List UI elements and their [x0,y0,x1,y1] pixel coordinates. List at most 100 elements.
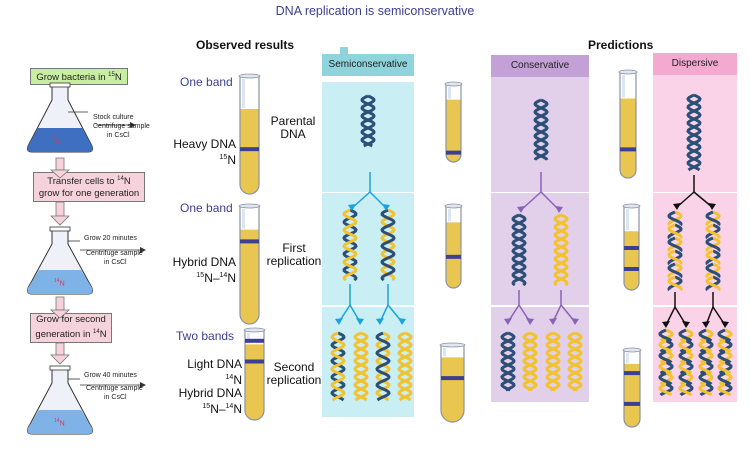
flask-3-label: 14N [54,418,65,427]
helix-disp-parental-strand-b [686,93,702,172]
tube-semi-1-liquid [446,99,461,162]
flask-3-label-sup: 14 [54,418,60,424]
helix-disp-gen1-b-seg-3 [705,249,721,266]
tube-cons-1-rim [618,69,638,75]
helix-semi-gen1-b-strand-b [380,208,396,282]
helix-disp-gen1-a-seg-2-strand-b [667,236,683,253]
semi-header-tab [340,47,348,55]
helix-disp-gen2-a-seg-4 [658,371,674,386]
step-second-text-c: N [99,329,107,341]
helix-disp-gen2-c-seg-1-strand-b [698,339,713,353]
helix-disp-gen2-a-seg-2-strand-a [659,350,674,364]
helix-semi-gen2-c [375,331,391,402]
row-label-second: Second replication [258,361,330,387]
step-transfer-box: Transfer cells to 14N grow for one gener… [33,172,145,202]
hybrid-dna-1-text: Hybrid DNA [172,255,236,269]
arrow-semi-gen1 [348,172,390,211]
down-arrow-3 [49,296,71,319]
tube-semi-1-band-0 [446,150,461,155]
helix-disp-gen2-b-seg-0-strand-a [679,328,694,343]
helix-disp-gen1-a-seg-5-strand-b [667,275,683,292]
helix-disp-gen2-b-seg-5 [678,382,694,397]
helix-disp-gen2-c-seg-0-strand-b [698,328,713,343]
tube-observed-2-highlight [242,209,245,229]
tube-semi-1-highlight [448,87,451,99]
arrow-disp-gen1-right-head [708,203,716,210]
note-2: Grow 20 minutes Centrifuge sample in CsC… [84,234,143,267]
arrow-disp-gen1-left-head [673,203,681,210]
helix-disp-gen2-a-seg-5-strand-b [658,382,673,397]
helix-disp-gen2-a-seg-1-strand-b [658,339,673,353]
tube-observed-2 [238,203,261,325]
helix-disp-gen2-d-seg-4-strand-b [717,371,732,386]
tube-cons-2 [622,203,641,291]
helix-disp-gen2-c-seg-2-strand-b [698,350,713,364]
step-grow-text: Grow bacteria in [36,72,109,84]
row-label-first-a: First [282,241,306,255]
helix-disp-gen2-a-seg-5 [658,382,674,397]
helix-disp-gen1-a-seg-4 [667,262,683,279]
tube-cons-2-band-1 [624,267,639,271]
row-label-second-a: Second [273,360,315,374]
band-label-one-2: One band [180,201,233,215]
helix-disp-parental-strand-a [686,93,702,172]
helix-disp-gen1-a-seg-5 [667,275,683,292]
arrow-cons-gen2-a [504,290,534,325]
helix-disp-gen2-c-seg-3-strand-a [699,361,714,375]
tube-semi-2-highlight [448,209,451,222]
flask-2-icon [27,226,93,295]
tube-semi-1-glass [445,84,462,163]
helix-disp-gen2-b-seg-2-strand-b [678,350,693,364]
tube-semi-3 [439,342,466,423]
flask-1-label-sup: 15 [50,136,56,142]
helix-disp-gen2-d-seg-0-strand-a [718,328,733,343]
arrow-semi-gen1-left-head [348,204,356,211]
helix-disp-gen2-d-seg-4 [717,371,733,386]
helix-disp-gen2-c-seg-4 [698,371,714,386]
step-second-box: Grow for second generation in 14N [30,313,112,343]
tube-observed-1-band-0 [240,147,259,152]
note-1-line-b: Centrifuge sample [93,123,150,130]
tube-observed-3-highlight [247,333,250,344]
helix-semi-parental-strand-b [360,94,376,148]
note-3-line-a: Grow 40 minutes [84,372,137,379]
helix-disp-gen1-a-seg-0-strand-b [667,210,683,227]
helix-semi-gen2-b [353,331,369,402]
tube-observed-3-band-0 [245,338,264,343]
helix-disp-gen2-a-seg-3-strand-b [658,361,673,375]
helix-cons-gen1-b [553,213,569,287]
helix-disp-gen1-a-seg-0 [667,210,683,227]
down-arrow-2 [50,201,70,226]
helix-cons-gen2-a [500,331,516,392]
helix-cons-gen1-a-strand-b [511,213,527,287]
helix-disp-gen2-b-seg-3-strand-b [678,361,693,375]
helix-disp-gen2-b-seg-0 [678,328,694,343]
helix-disp-gen2-c-seg-5 [698,382,714,397]
helix-disp-gen1-b-seg-2 [705,236,721,253]
helix-disp-gen1-b-seg-1 [705,223,721,240]
flask-1-label: 15N [50,136,61,145]
tube-observed-2-liquid [240,229,259,324]
tube-observed-1-rim [238,73,261,79]
helix-cons-gen2-b [522,331,538,392]
panel-semi-row2 [322,193,414,305]
hybrid-dna-label-2: Hybrid DNA 15N–14N [150,387,242,416]
helix-cons-gen2-d [567,331,583,392]
helix-disp-gen2-b-seg-3 [678,361,694,375]
note-2-line-b: Centrifuge sample [86,250,143,257]
panel-cons-row2 [491,193,589,305]
row-label-second-b: replication [266,373,322,387]
helix-disp-gen1-b-seg-2-strand-a [705,236,721,253]
helix-cons-gen1-b-strand-b [553,213,569,287]
predictions-header: Predictions [588,38,654,52]
light-dna-text: Light DNA [187,357,242,371]
down-arrow-1 [49,157,71,179]
helix-disp-gen2-d-seg-5 [717,382,733,397]
light-dna-n: N [233,373,242,387]
helix-cons-gen1-a-strand-a [511,213,527,287]
hybrid-dna-1-mid: N– [204,271,220,285]
step-second-sup: 14 [93,329,100,335]
helix-disp-gen2-c-seg-3-strand-b [698,361,713,375]
note-1: Stock culture Centrifuge sample in CsCl [93,113,150,140]
light-dna-sup: 14 [225,374,234,381]
